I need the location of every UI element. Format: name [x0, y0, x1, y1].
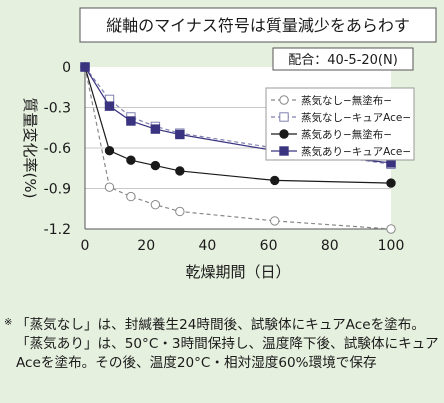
data-point	[270, 216, 280, 226]
x-axis-label: 乾燥期間（日）	[185, 263, 290, 281]
x-tick-label: 40	[198, 238, 216, 254]
y-tick-label: -0.3	[44, 101, 71, 117]
y-tick-labels: 0 -0.3 -0.6 -0.9 -1.2	[44, 60, 71, 238]
chart: 0 -0.3 -0.6 -0.9 -1.2 0 20 40 60 80 100 縦軸のマイナス符号…	[21, 7, 437, 281]
data-point	[386, 224, 396, 234]
data-point	[175, 166, 185, 176]
data-point	[104, 101, 115, 111]
condition-label: 配合：40-5-20(N)	[288, 53, 398, 68]
data-point	[386, 178, 396, 188]
data-point	[126, 116, 136, 126]
data-point	[80, 62, 90, 72]
x-tick-label: 60	[260, 238, 278, 254]
x-tick-label: 0	[81, 238, 90, 254]
data-point	[150, 124, 161, 134]
legend-label: 蒸気なし−キュアAce−	[301, 111, 411, 124]
data-point	[104, 146, 115, 156]
y-tick-label: 0	[62, 60, 71, 76]
data-point	[279, 146, 289, 156]
condition-box: 配合：40-5-20(N)	[272, 47, 414, 71]
data-point	[150, 200, 161, 210]
data-point	[104, 182, 115, 192]
data-point	[279, 95, 289, 105]
x-tick-label: 100	[378, 238, 405, 254]
legend-label: 蒸気なし−無塗布−	[301, 94, 392, 107]
x-tick-label: 80	[321, 238, 339, 254]
y-tick-label: -0.6	[44, 141, 71, 157]
data-point	[126, 155, 136, 165]
data-point	[175, 206, 185, 217]
x-tick-label: 20	[137, 238, 155, 254]
annotation-text: 縦軸のマイナス符号は質量減少をあらわす	[106, 16, 410, 35]
y-axis-label: 質量変化率(%)	[21, 98, 39, 199]
data-point	[279, 129, 289, 139]
x-tick-labels: 0 20 40 60 80 100	[81, 238, 405, 254]
data-point	[150, 160, 161, 171]
legend-label: 蒸気あり−キュアAce−	[301, 145, 411, 158]
data-point	[270, 175, 280, 186]
footnote-mark: ※	[4, 317, 13, 328]
y-tick-label: -1.2	[44, 222, 71, 238]
legend-label: 蒸気あり−無塗布−	[301, 128, 392, 141]
footnote: ※ 「蒸気なし」は、封緘養生24時間後、試験体にキュアAceを塗布。「蒸気あり」…	[4, 316, 440, 373]
data-point	[175, 129, 185, 140]
data-point	[279, 112, 289, 122]
y-tick-label: -0.9	[44, 182, 71, 198]
annotation-box: 縦軸のマイナス符号は質量減少をあらわす	[79, 7, 437, 43]
footnote-text: 「蒸気なし」は、封緘養生24時間後、試験体にキュアAceを塗布。「蒸気あり」は、…	[16, 317, 439, 371]
legend: 蒸気なし−無塗布− 蒸気なし−キュアAce− 蒸気あり−無塗布− 蒸気あり−キュアAc…	[265, 87, 415, 161]
data-point	[126, 191, 136, 202]
